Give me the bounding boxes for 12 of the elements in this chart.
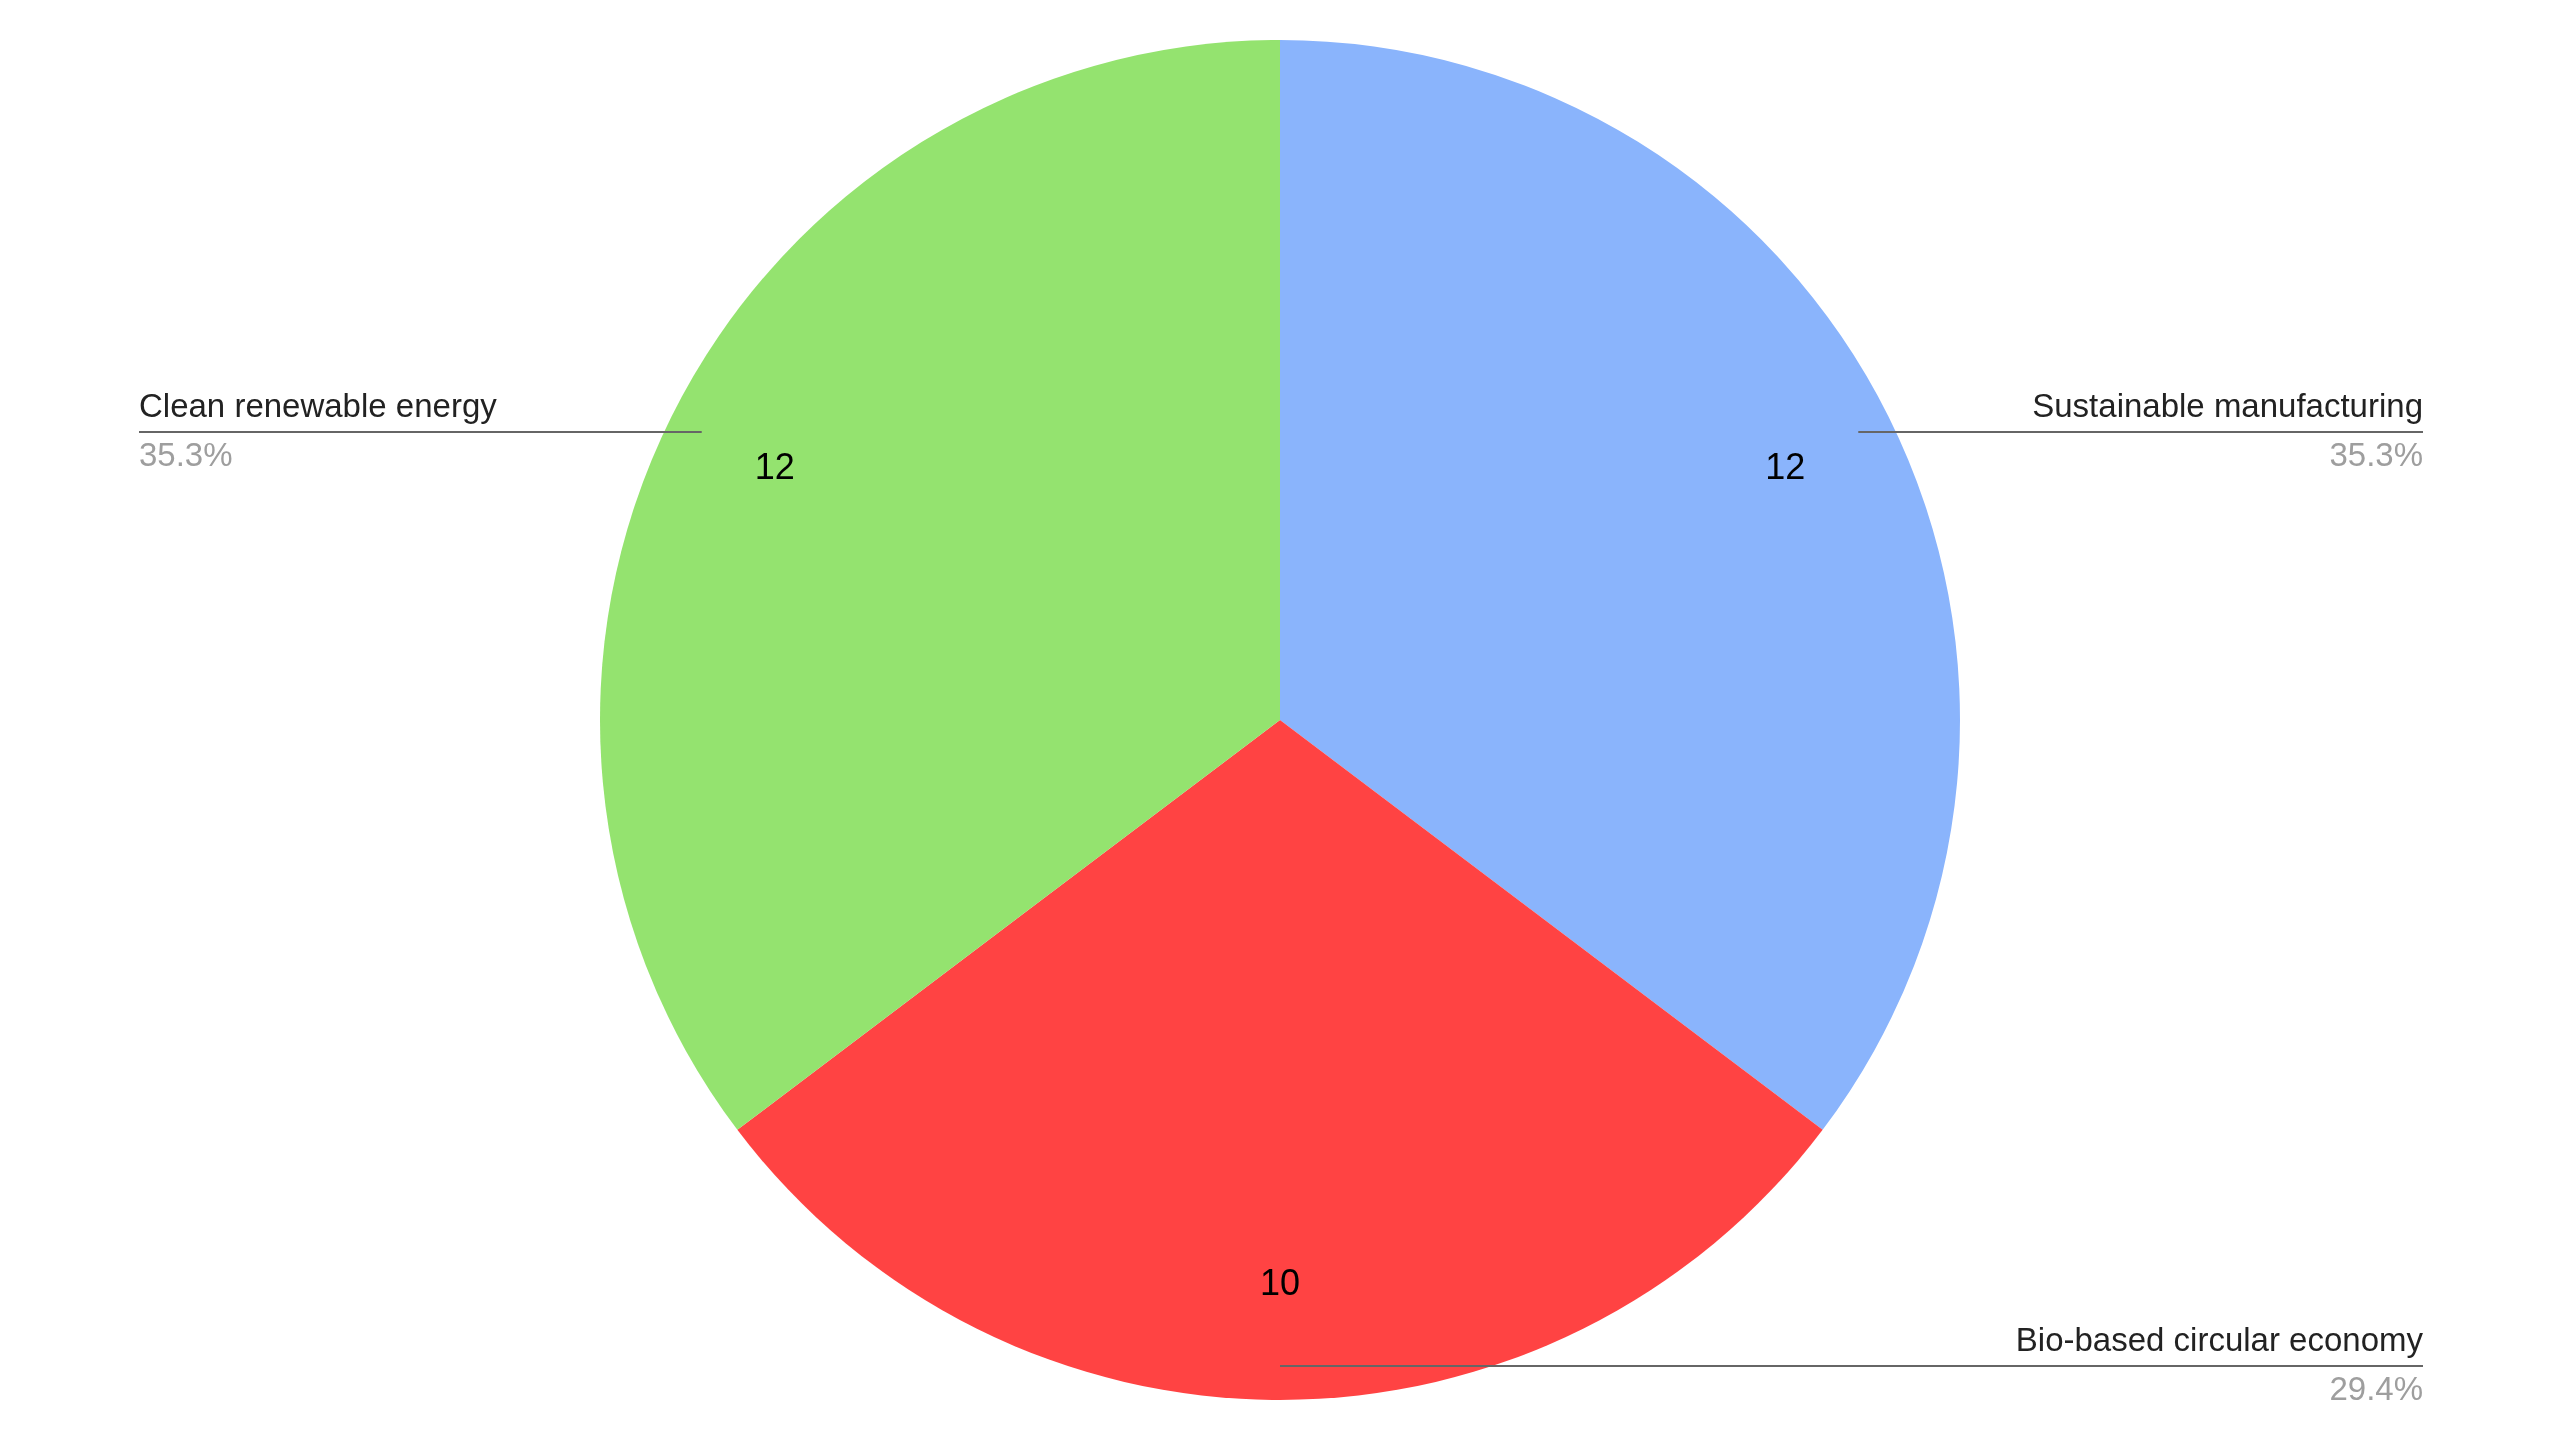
data-label: 12 (754, 446, 795, 488)
slice-label: Bio-based circular economy (2015, 1321, 2424, 1358)
text: 29.4% (2329, 1370, 2423, 1407)
text: 35.3% (2329, 436, 2423, 474)
slice-label: Clean renewable energy (139, 387, 498, 425)
data-label: 12 (1765, 446, 1806, 488)
pie-slice (1280, 40, 1960, 1130)
slice-label: Sustainable manufacturing (2032, 387, 2423, 425)
text: 35.3% (139, 436, 233, 474)
pie-slice (737, 720, 1823, 1399)
pie-slice (600, 40, 1280, 1130)
data-label: 10 (1259, 1262, 1301, 1304)
